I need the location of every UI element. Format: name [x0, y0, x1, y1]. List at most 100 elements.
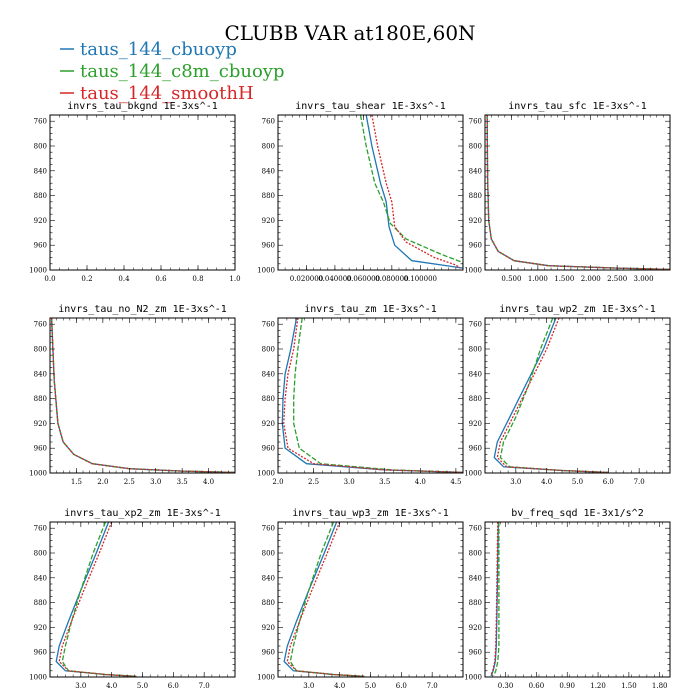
- x-tick-label: 1.50: [621, 682, 637, 690]
- x-tick-label: 4.0: [106, 682, 117, 690]
- y-tick-label: 760: [469, 321, 482, 329]
- x-tick-label: 1.000: [528, 275, 548, 283]
- y-tick-label: 800: [262, 143, 275, 151]
- y-tick-label: 1000: [29, 470, 47, 478]
- chart-panel: invrs_tau_sfc 1E-3xs^-1 760 800 840 880 920 96…: [464, 101, 671, 283]
- x-tick-label: 0.040000: [318, 275, 351, 283]
- series-line: [293, 318, 463, 473]
- panel-title: invrs_tau_xp2_zm 1E-3xs^-1: [64, 508, 221, 519]
- y-tick-label: 1000: [257, 674, 275, 682]
- y-tick-label: 800: [469, 550, 482, 558]
- legend-entry: taus_144_cbuoyp: [60, 39, 237, 60]
- x-tick-label: 2.000: [581, 275, 601, 283]
- y-tick-label: 760: [469, 118, 482, 126]
- y-tick-label: 880: [469, 599, 482, 607]
- series-line: [490, 522, 499, 677]
- legend-entry: taus_144_smoothH: [60, 83, 254, 104]
- y-tick-label: 760: [262, 321, 275, 329]
- y-tick-label: 760: [34, 118, 47, 126]
- y-tick-label: 960: [262, 445, 275, 453]
- x-tick-label: 0.6: [155, 275, 167, 283]
- x-tick-label: 0.060000: [347, 275, 380, 283]
- y-tick-label: 880: [469, 395, 482, 403]
- y-tick-label: 760: [34, 321, 47, 329]
- y-tick-label: 760: [262, 525, 275, 533]
- x-tick-label: 5.0: [572, 478, 583, 486]
- y-tick-label: 920: [34, 217, 47, 225]
- y-tick-label: 920: [469, 420, 482, 428]
- series-group: [281, 318, 463, 473]
- x-tick-label: 1.80: [652, 682, 668, 690]
- series-line: [486, 115, 670, 270]
- x-tick-label: 0.30: [498, 682, 514, 690]
- y-tick-label: 840: [262, 167, 275, 175]
- x-tick-label: 5.0: [365, 682, 376, 690]
- x-tick-label: 3.0: [75, 682, 86, 690]
- y-tick-label: 880: [34, 192, 47, 200]
- y-tick-label: 920: [262, 624, 275, 632]
- x-tick-label: 4.0: [203, 478, 214, 486]
- x-tick-label: 0.500: [501, 275, 521, 283]
- y-tick-label: 800: [262, 346, 275, 354]
- x-tick-label: 1.0: [229, 275, 240, 283]
- legend-label: taus_144_smoothH: [80, 83, 254, 104]
- x-tick-label: 1.5: [71, 478, 82, 486]
- y-tick-label: 880: [262, 395, 275, 403]
- y-tick-label: 920: [469, 217, 482, 225]
- plot-frame: [484, 114, 671, 271]
- y-tick-label: 840: [469, 370, 482, 378]
- x-tick-label: 6.0: [396, 682, 407, 690]
- y-tick-label: 840: [262, 574, 275, 582]
- x-tick-label: 3.5: [177, 478, 188, 486]
- panel-title: invrs_tau_no_N2_zm 1E-3xs^-1: [58, 304, 227, 315]
- y-tick-label: 1000: [257, 267, 275, 275]
- y-tick-label: 840: [262, 370, 275, 378]
- y-tick-label: 1000: [464, 470, 482, 478]
- y-tick-label: 800: [469, 143, 482, 151]
- x-tick-label: 3.0: [344, 478, 355, 486]
- y-tick-label: 920: [262, 217, 275, 225]
- y-tick-label: 960: [469, 242, 482, 250]
- x-tick-label: 7.0: [427, 682, 438, 690]
- series-group: [493, 318, 609, 473]
- y-tick-label: 960: [262, 649, 275, 657]
- series-line: [493, 522, 500, 677]
- y-tick-label: 960: [469, 649, 482, 657]
- y-tick-label: 960: [469, 445, 482, 453]
- series-group: [359, 115, 463, 269]
- y-tick-label: 1000: [29, 674, 47, 682]
- chart-panel: bv_freq_sqd 1E-3x1/s^2 760 800 840 880 920 960…: [464, 508, 671, 690]
- y-tick-label: 1000: [257, 470, 275, 478]
- x-tick-label: 3.0: [150, 478, 161, 486]
- series-line: [283, 318, 463, 473]
- plot-frame: [49, 317, 236, 474]
- x-tick-label: 2.0: [97, 478, 108, 486]
- legend: taus_144_cbuoyptaus_144_c8m_cbuoyptaus_1…: [60, 39, 284, 104]
- x-tick-label: 4.0: [415, 478, 426, 486]
- y-tick-label: 800: [34, 550, 47, 558]
- x-tick-label: 0.60: [529, 682, 545, 690]
- chart-panel: invrs_tau_wp3_zm 1E-3xs^-1 760 800 840 880 92…: [257, 508, 464, 690]
- y-tick-label: 760: [469, 525, 482, 533]
- y-tick-label: 840: [34, 370, 47, 378]
- y-tick-label: 840: [34, 574, 47, 582]
- x-tick-label: 4.5: [450, 478, 461, 486]
- legend-label: taus_144_c8m_cbuoyp: [80, 61, 284, 82]
- plot-frame: [484, 317, 671, 474]
- chart-panel: invrs_tau_shear 1E-3xs^-1 760 800 840 880 920…: [257, 101, 464, 283]
- y-tick-label: 920: [262, 420, 275, 428]
- y-tick-label: 880: [262, 192, 275, 200]
- panel-title: invrs_tau_bkgnd 1E-3xs^-1: [67, 101, 218, 112]
- x-tick-label: 6.0: [168, 682, 179, 690]
- series-group: [55, 522, 137, 677]
- x-tick-label: 2.500: [607, 275, 627, 283]
- series-line: [496, 318, 609, 473]
- x-tick-label: 3.000: [634, 275, 654, 283]
- series-line: [50, 318, 235, 473]
- x-tick-label: 2.0: [272, 478, 283, 486]
- legend-label: taus_144_cbuoyp: [80, 39, 237, 60]
- x-tick-label: 0.2: [81, 275, 92, 283]
- y-tick-label: 960: [34, 649, 47, 657]
- y-tick-label: 920: [469, 624, 482, 632]
- y-tick-label: 920: [34, 624, 47, 632]
